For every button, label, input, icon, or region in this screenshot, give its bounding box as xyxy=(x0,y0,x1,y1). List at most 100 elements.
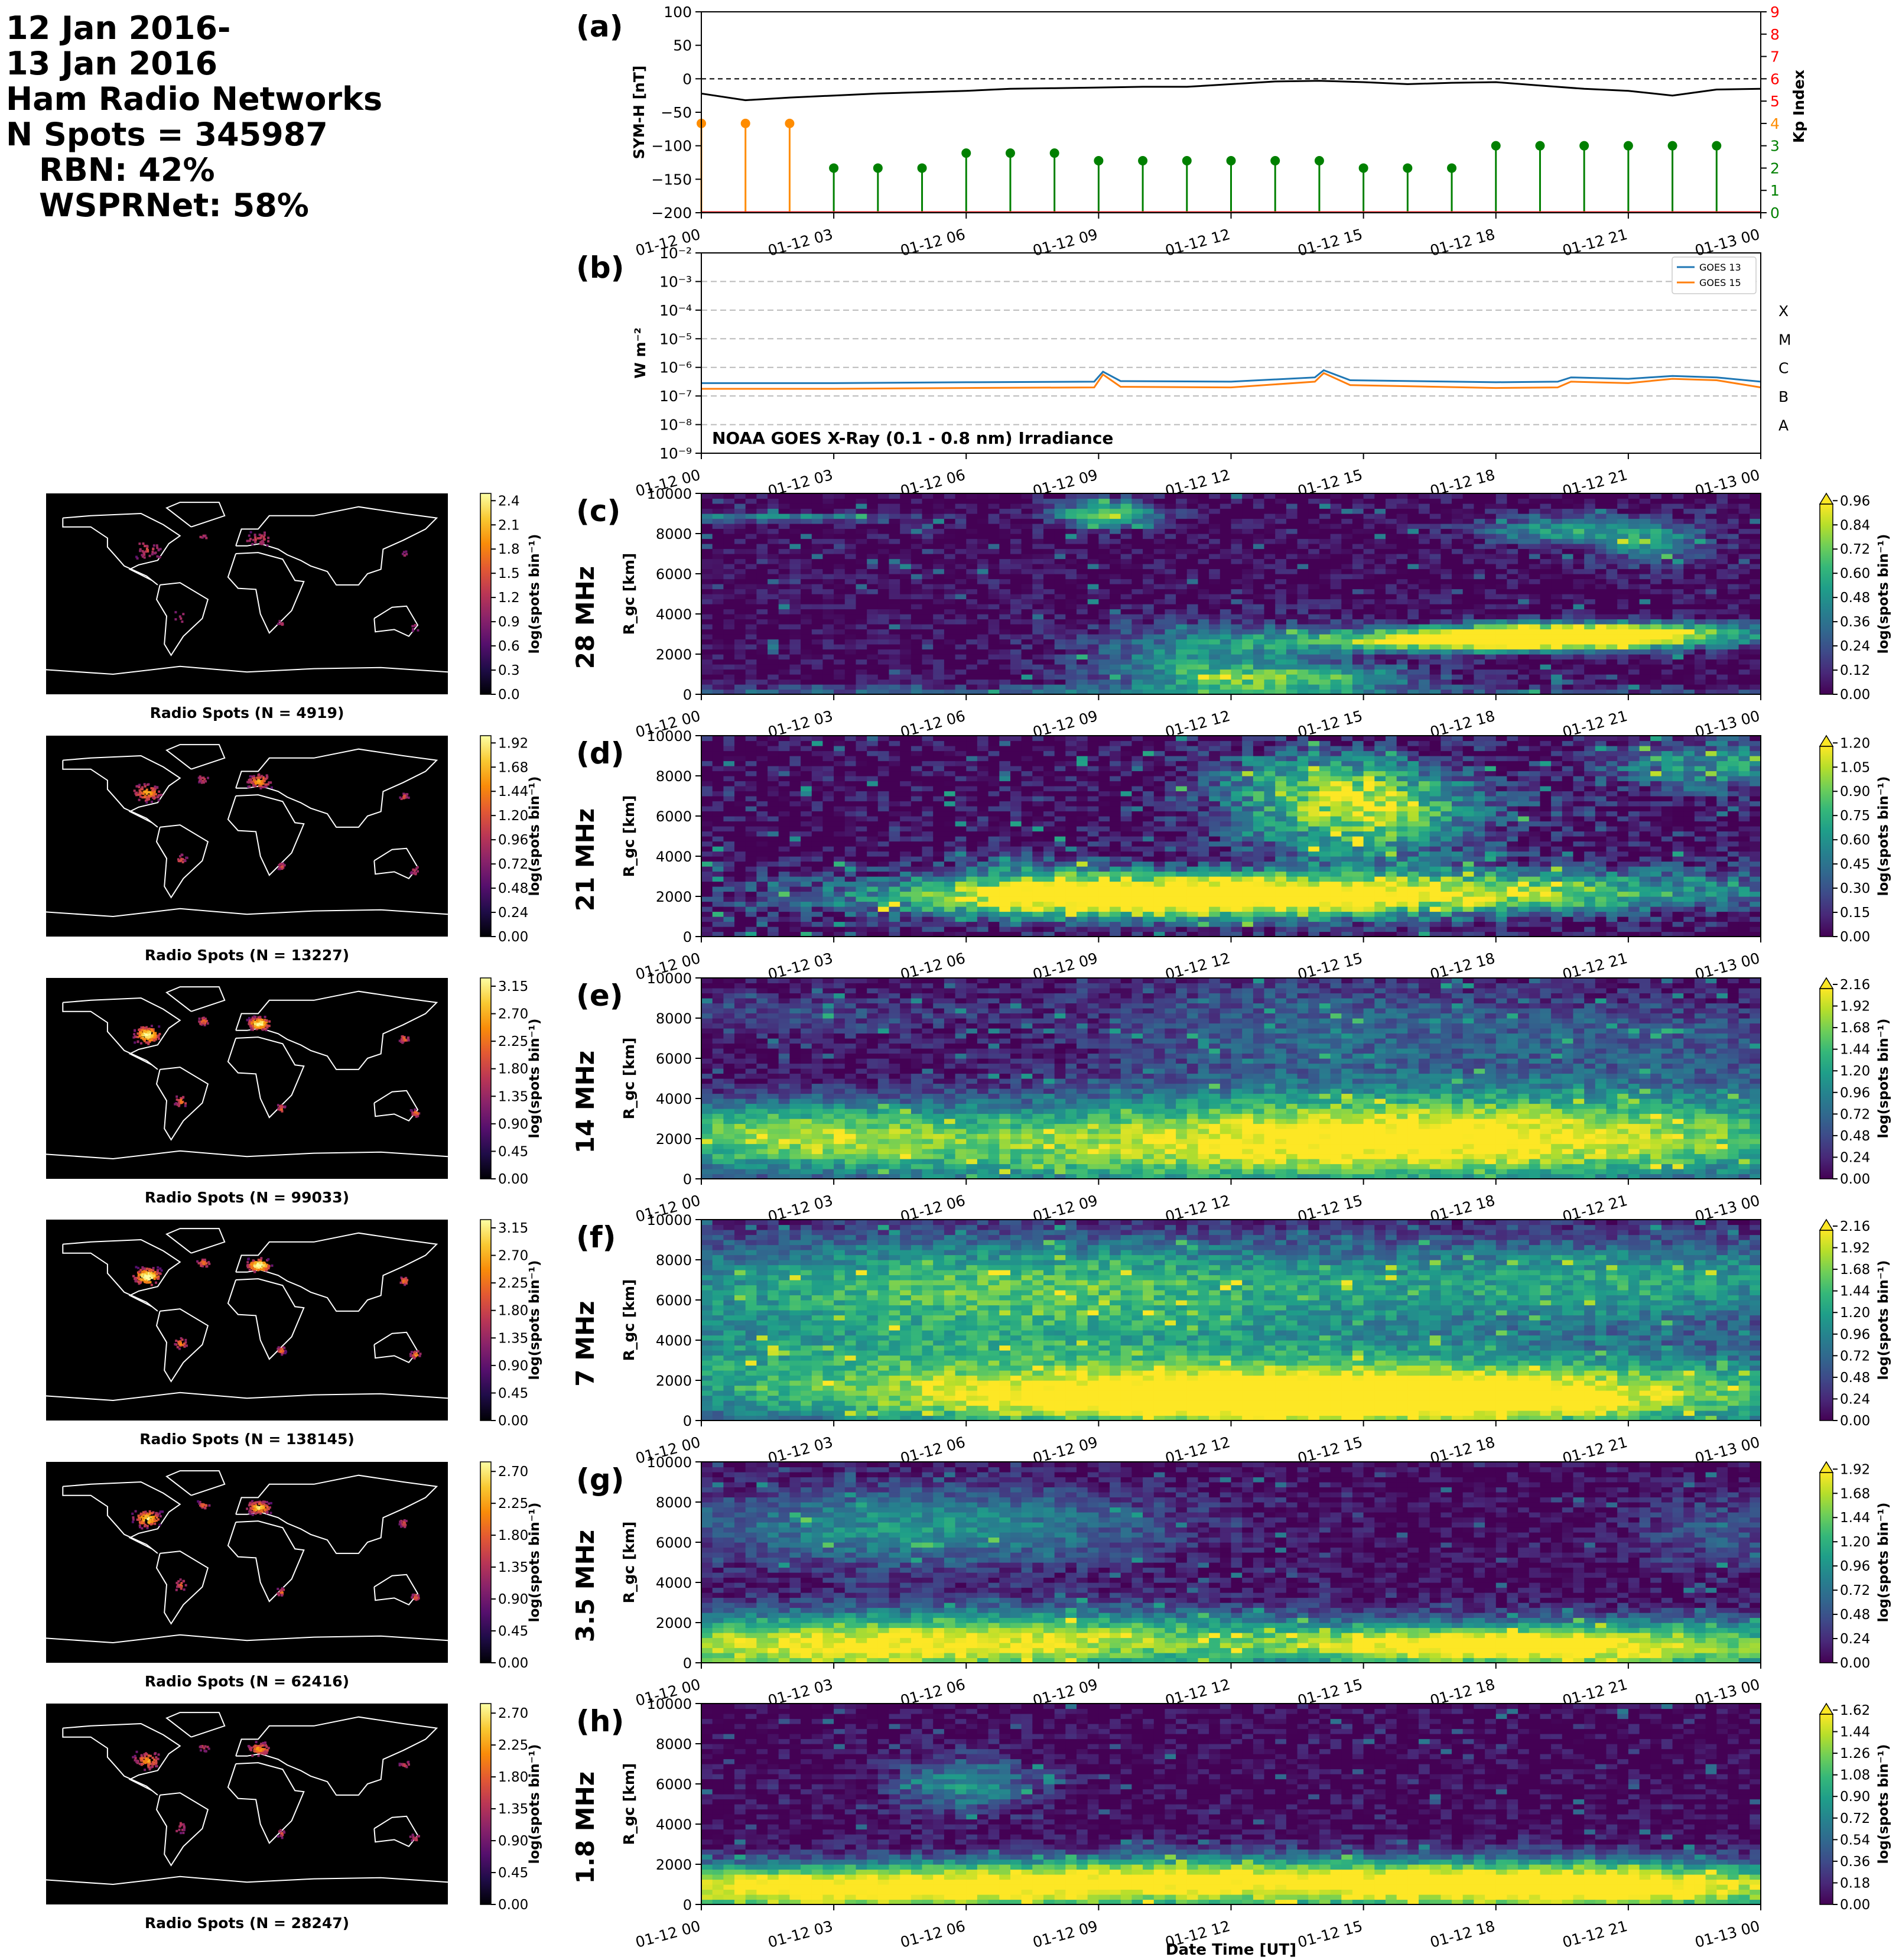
heatmap-cell xyxy=(822,746,834,752)
heatmap-cell xyxy=(1440,493,1452,499)
heatmap-cell xyxy=(723,508,735,514)
map-colorbar-tick-label: 1.5 xyxy=(498,566,520,581)
heatmap-cell xyxy=(756,796,768,802)
heatmap-cell xyxy=(1728,684,1739,690)
heatmap-cell xyxy=(1750,649,1761,655)
heatmap-cell xyxy=(1120,654,1132,660)
heatmap-cell xyxy=(1705,584,1717,590)
heatmap-cell xyxy=(1485,538,1497,544)
heatmap-cell xyxy=(1021,554,1033,560)
heatmap-cell xyxy=(1452,624,1464,630)
heatmap-cell xyxy=(1153,604,1166,610)
heatmap-cell xyxy=(1705,544,1717,550)
heatmap-cell xyxy=(1407,578,1419,584)
heatmap-cell xyxy=(701,574,713,580)
heatmap-cell xyxy=(1363,679,1375,685)
heatmap-cell xyxy=(834,619,846,625)
heatmap-cell xyxy=(1728,614,1739,620)
heatmap-cell xyxy=(789,781,801,786)
heatmap-cell xyxy=(1198,589,1209,594)
heatmap-cell xyxy=(856,927,867,932)
heatmap-cell xyxy=(1087,659,1099,665)
heatmap-cell xyxy=(801,766,812,772)
heatmap-cell xyxy=(734,619,746,625)
heatmap-cell xyxy=(867,841,879,847)
heatmap-cell xyxy=(801,524,812,529)
heatmap-cell xyxy=(1143,669,1155,675)
heatmap-cell xyxy=(1308,528,1320,534)
heatmap-cell xyxy=(712,584,724,590)
heatmap-cell xyxy=(856,801,867,807)
heatmap-cell xyxy=(955,589,967,594)
heatmap-cell xyxy=(1242,594,1254,600)
heatmap-cell xyxy=(1297,564,1309,570)
heatmap-cell xyxy=(856,548,867,554)
heatmap-cell xyxy=(1529,498,1541,504)
heatmap-cell xyxy=(1363,493,1375,499)
heatmap-cell xyxy=(889,554,900,560)
heatmap-cell xyxy=(877,781,890,786)
heatmap-cell xyxy=(1694,599,1706,604)
heatmap-cell xyxy=(734,493,746,499)
heatmap-cell xyxy=(789,614,801,620)
heatmap-cell xyxy=(701,624,713,630)
heatmap-cell xyxy=(1120,538,1132,544)
heatmap-cell xyxy=(712,498,724,504)
heatmap-cell xyxy=(1198,689,1209,695)
heatmap-cell xyxy=(822,564,834,570)
heatmap-cell xyxy=(1120,644,1132,650)
heatmap-cell xyxy=(811,891,824,897)
heatmap-cell xyxy=(1220,534,1232,539)
heatmap-cell xyxy=(1661,508,1673,514)
heatmap-cell xyxy=(1010,493,1022,499)
heatmap-cell xyxy=(1485,528,1497,534)
heatmap-cell xyxy=(1043,544,1055,550)
heatmap-cell xyxy=(911,856,923,862)
heatmap-cell xyxy=(723,513,735,519)
heatmap-cell xyxy=(911,594,923,600)
heatmap-cell xyxy=(911,851,923,857)
heatmap-cell xyxy=(1419,689,1430,695)
spot-pixel xyxy=(145,550,148,553)
map-colorbar-tick-label: 0.3 xyxy=(498,663,520,678)
heatmap-cell xyxy=(1386,659,1397,665)
heatmap-cell xyxy=(1021,639,1033,645)
heatmap-cell xyxy=(1507,534,1518,539)
heatmap-cell xyxy=(745,528,757,534)
heatmap-cell xyxy=(1165,659,1176,665)
heatmap-cell xyxy=(1032,534,1044,539)
heatmap-cell xyxy=(1661,503,1673,509)
heatmap-cell xyxy=(1474,568,1485,574)
heatmap-cell xyxy=(1606,554,1618,560)
heatmap-cell xyxy=(1738,558,1750,564)
heatmap-cell xyxy=(1176,594,1188,600)
heatmap-cell xyxy=(1253,558,1265,564)
heatmap-cell xyxy=(977,574,989,580)
heatmap-cell xyxy=(889,689,900,695)
heatmap-cell xyxy=(1043,493,1055,499)
heatmap-cell xyxy=(1584,609,1596,615)
heatmap-cell xyxy=(756,528,768,534)
heatmap-cell xyxy=(1087,644,1099,650)
heatmap-cell xyxy=(1617,574,1629,580)
heatmap-cell xyxy=(1750,503,1761,509)
heatmap-cell xyxy=(1043,624,1055,630)
heatmap-cell xyxy=(745,911,757,917)
heatmap-cell xyxy=(1374,503,1386,509)
heatmap-cell xyxy=(1220,649,1232,655)
heatmap-cell xyxy=(1198,614,1209,620)
heatmap-cell xyxy=(778,513,790,519)
heatmap-cell xyxy=(1308,568,1320,574)
heatmap-cell xyxy=(867,624,879,630)
heatmap-cell xyxy=(977,493,989,499)
heatmap-cell xyxy=(1308,649,1320,655)
heatmap-cell xyxy=(966,574,978,580)
heatmap-cell xyxy=(1253,599,1265,604)
heatmap-cell xyxy=(966,554,978,560)
heatmap-cell xyxy=(900,906,912,912)
heatmap-cell xyxy=(1419,513,1430,519)
heatmap-cell xyxy=(778,624,790,630)
heatmap-cell xyxy=(1198,604,1209,610)
heatmap-cell xyxy=(1419,674,1430,680)
heatmap-cell xyxy=(778,806,790,812)
